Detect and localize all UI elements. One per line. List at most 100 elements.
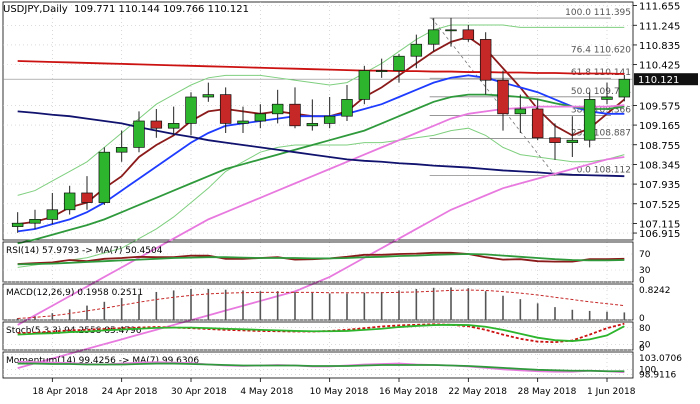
candle-body	[289, 103, 301, 127]
indicator-series-line-1	[17, 322, 625, 344]
y-tick-label: 110.835	[639, 41, 680, 52]
candle-body	[98, 151, 111, 203]
fib-level-label: 50.0 109.754	[571, 87, 631, 97]
y-tick-label: 108.755	[639, 141, 680, 152]
indicator-title: Momentum(14) 99.4256 -> MA(7) 99.6306	[6, 356, 199, 366]
indicator-series-line-2	[17, 362, 625, 373]
y-tick-label: 110.425	[639, 61, 680, 72]
moving-average-line-4	[17, 104, 625, 326]
indicator-series-line-2	[17, 253, 625, 266]
moving-average-line-6	[17, 60, 625, 75]
y-tick-label: 109.575	[639, 101, 680, 112]
last-price-label: 110.121	[638, 75, 679, 86]
indicator-pane-frame	[2, 241, 634, 283]
y-tick-label: 108.345	[639, 160, 680, 171]
candle-body	[410, 43, 423, 57]
moving-averages	[17, 36, 625, 369]
indicator-y-tick-label: 80	[639, 324, 651, 334]
candle-body	[271, 103, 284, 115]
candle-body	[237, 120, 249, 124]
main-pane-frame	[2, 1, 634, 241]
bollinger-lower-band	[17, 127, 625, 268]
candle-body	[583, 99, 596, 141]
y-tick-label: 111.655	[639, 2, 680, 13]
indicator-y-tick-label: 0	[639, 276, 645, 286]
candle-body	[167, 123, 180, 129]
x-tick-label: 4 May 2018	[240, 387, 293, 397]
candle-body	[618, 78, 631, 98]
candle-body	[323, 115, 336, 124]
indicator-y-tick-label: 20	[639, 340, 651, 350]
bollinger-bands	[17, 24, 625, 268]
y-tick-label: 107.525	[639, 200, 680, 211]
indicator-series-line-2	[17, 323, 625, 342]
candle-body	[150, 120, 163, 129]
candle-body	[445, 29, 457, 32]
indicator-panes: RSI(14) 57.9793 -> MA(7) 50.4504 MACD(12,…	[2, 241, 634, 379]
candle-body	[462, 29, 475, 40]
indicator-y-tick-label: 0	[639, 314, 645, 324]
axes: 111.655 111.245 110.835 110.425 110.121 109.5…	[32, 2, 698, 397]
indicator-pane-frame	[2, 351, 634, 379]
x-tick-label: 18 Apr 2018	[32, 387, 88, 397]
y-tick-label: 111.245	[639, 21, 680, 32]
symbol-label: USDJPY,Daily	[3, 4, 68, 15]
x-tick-label: 30 Apr 2018	[171, 387, 227, 397]
candle-body	[133, 120, 145, 148]
x-tick-label: 24 Apr 2018	[102, 387, 158, 397]
fib-level-label: 38.2 109.366	[571, 105, 631, 115]
indicator-y-tick-label: 0	[639, 344, 645, 354]
indicator-y-tick-label: 30	[639, 266, 651, 276]
candle-body	[479, 39, 492, 81]
indicator-pane-frame	[2, 283, 634, 321]
candle-body	[375, 70, 388, 72]
macd-signal-line	[17, 289, 625, 319]
candle-body	[549, 137, 561, 143]
moving-average-line-3	[17, 93, 625, 245]
moving-average-line-2	[17, 74, 625, 233]
candle-body	[601, 96, 613, 100]
candle-body	[219, 94, 232, 124]
candle-body	[29, 219, 41, 224]
candle-body	[497, 79, 509, 115]
candle-body	[566, 139, 579, 143]
y-tick-label: 107.115	[639, 219, 680, 230]
fib-level-label: 23.6 108.887	[571, 128, 631, 138]
candles	[11, 17, 631, 233]
candle-body	[11, 222, 24, 227]
indicator-y-tick-label: 98.9116	[639, 371, 676, 381]
indicator-y-tick-label: 70	[639, 250, 651, 260]
bollinger-upper-band	[17, 24, 625, 196]
ohlc-readout: 109.771 110.144 109.766 110.121	[74, 4, 249, 15]
indicator-pane-frame	[2, 321, 634, 351]
y-tick-label: 107.935	[639, 180, 680, 191]
candle-body	[254, 113, 267, 122]
candle-body	[46, 209, 59, 220]
x-tick-label: 10 May 2018	[310, 387, 369, 397]
x-tick-label: 28 May 2018	[518, 387, 577, 397]
candle-body	[185, 96, 197, 124]
candle-body	[63, 192, 76, 211]
candle-body	[427, 29, 440, 45]
indicator-y-tick-label: 0.8242	[639, 286, 671, 296]
candle-body	[358, 70, 371, 100]
y-tick-label: 106.915	[639, 229, 680, 240]
x-tick-label: 22 May 2018	[448, 387, 507, 397]
indicator-title: MACD(12,26,9) 0.1958 0.2511	[6, 288, 143, 298]
last-price-tag	[634, 73, 698, 86]
indicator-y-tick-label: 103.0706	[639, 354, 682, 364]
y-tick-label: 109.165	[639, 121, 680, 132]
moving-average-line-5	[17, 110, 625, 178]
indicator-y-tick-label: 100	[639, 365, 656, 375]
fib-level-label: 76.4 110.620	[571, 45, 631, 55]
candle-body	[115, 147, 128, 153]
candle-body	[341, 99, 353, 117]
candle-body	[514, 108, 527, 115]
candle-body	[306, 123, 319, 127]
indicator-title: RSI(14) 57.9793 -> MA(7) 50.4504	[6, 246, 163, 256]
fib-level-label: 100.0 111.395	[565, 8, 631, 18]
candle-body	[531, 108, 544, 139]
